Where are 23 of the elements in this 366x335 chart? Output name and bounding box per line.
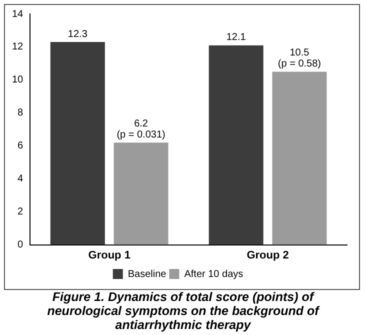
y-tick-label: 8 — [18, 108, 24, 119]
annotation: (p = 0.031) — [116, 129, 166, 140]
text: Figure 1. Dynamics of total score (points) of neurological symptoms on the background of antiarrhythmic therapy — [46, 290, 321, 332]
y-tick-label: 6 — [18, 140, 24, 152]
legend-label: After 10 days — [184, 268, 244, 280]
bar — [272, 72, 327, 245]
data-label: 12.1 — [226, 32, 246, 44]
y-tick-label: 4 — [18, 174, 24, 185]
x-tick-label: Group 1 — [88, 249, 130, 262]
bar — [50, 42, 105, 245]
y-tick-label: 12 — [12, 42, 24, 53]
bar — [208, 45, 264, 245]
data-label: 10.5 — [290, 47, 310, 58]
legend-label: Baseline — [128, 268, 167, 280]
data-label: 6.2 — [134, 118, 148, 130]
y-tick-label: 14 — [12, 8, 24, 20]
y-tick-label: 0 — [18, 240, 24, 251]
bar — [114, 142, 168, 245]
x-tick-label: Group 2 — [246, 249, 289, 262]
y-tick-label: 2 — [18, 206, 24, 218]
data-label: 12.3 — [68, 28, 88, 40]
y-tick-label: 10 — [12, 74, 24, 86]
annotation: (p = 0.58) — [278, 58, 322, 70]
